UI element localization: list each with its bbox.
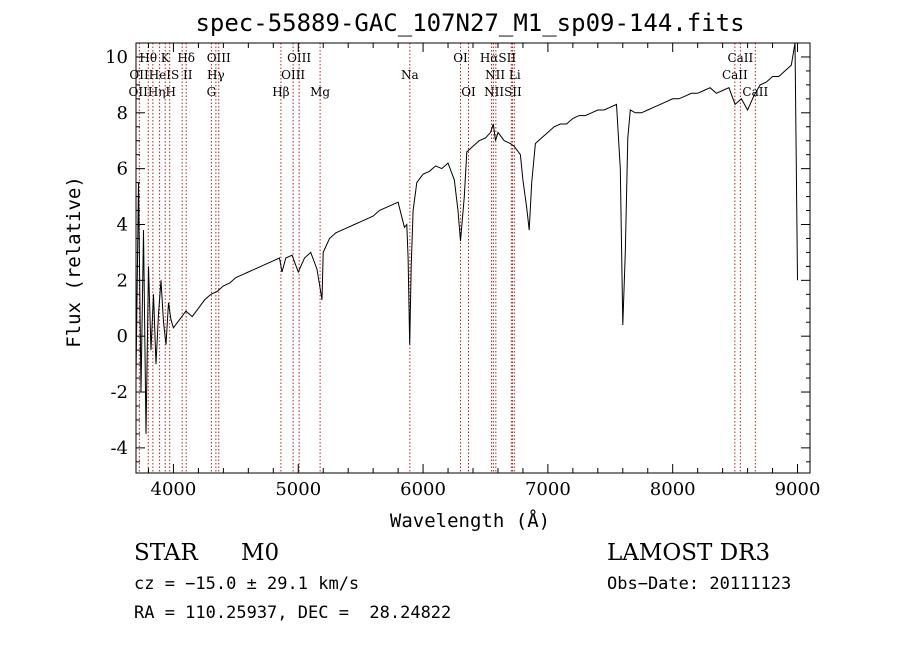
marker-label: Mg bbox=[310, 85, 330, 99]
y-tick-label: -4 bbox=[110, 438, 128, 459]
marker-label: CaII bbox=[727, 51, 753, 65]
marker-label: Hδ bbox=[177, 51, 195, 65]
x-tick-label: 4000 bbox=[151, 479, 197, 500]
x-tick-label: 6000 bbox=[400, 479, 446, 500]
spectrum-series bbox=[135, 42, 798, 434]
y-tick-label: 0 bbox=[117, 326, 128, 347]
y-tick-label: -2 bbox=[110, 382, 128, 403]
y-tick-label: 2 bbox=[117, 270, 128, 291]
coordinates: RA = 110.25937, DEC = 28.24822 bbox=[134, 603, 452, 623]
redshift-cz: cz = −15.0 ± 29.1 km/s bbox=[134, 574, 360, 594]
chart-title: spec-55889-GAC_107N27_M1_sp09-144.fits bbox=[195, 9, 745, 37]
marker-label: OI bbox=[453, 51, 468, 65]
y-axis-label: Flux (relative) bbox=[63, 176, 85, 348]
x-tick-label: 8000 bbox=[650, 479, 696, 500]
line-marker-labels: Hθ K Hδ OIII OIII OI HαSII CaII OIIHeIS II Hγ OIII… bbox=[129, 51, 769, 99]
marker-label: CaII bbox=[722, 68, 748, 82]
marker-label: OIII bbox=[287, 51, 311, 65]
y-tick-label: 10 bbox=[105, 47, 128, 68]
y-tick-label: 6 bbox=[117, 159, 128, 180]
y-tick-label: 8 bbox=[117, 103, 128, 124]
survey-name: LAMOST DR3 bbox=[607, 540, 771, 566]
emission-line-markers bbox=[138, 43, 756, 473]
marker-label: NII Li bbox=[485, 68, 521, 82]
marker-label: G bbox=[207, 85, 217, 99]
axis-ticks: 4000 5000 6000 7000 8000 9000 -4 -2 0 2 4 6 8 10 bbox=[105, 42, 821, 500]
marker-label: OIIHeIS II bbox=[129, 68, 192, 82]
marker-label: OIII bbox=[207, 51, 231, 65]
marker-label: CaII bbox=[742, 85, 768, 99]
marker-label: HαSII bbox=[480, 51, 517, 65]
spectrum-line bbox=[135, 42, 798, 434]
marker-label: OIIHηH bbox=[129, 85, 176, 99]
marker-label: Hγ bbox=[207, 68, 225, 82]
plot-frame bbox=[135, 42, 811, 474]
x-tick-label: 7000 bbox=[525, 479, 571, 500]
marker-label: Hβ bbox=[272, 85, 289, 99]
x-axis-label: Wavelength (Å) bbox=[389, 510, 551, 532]
marker-label: OIII bbox=[281, 68, 305, 82]
marker-label: Na bbox=[401, 68, 419, 82]
x-tick-label: 5000 bbox=[275, 479, 321, 500]
object-class: STAR bbox=[134, 540, 198, 566]
x-tick-label: 9000 bbox=[775, 479, 821, 500]
marker-label: K bbox=[161, 51, 171, 65]
y-tick-label: 4 bbox=[117, 214, 128, 235]
observation-date: Obs−Date: 20111123 bbox=[607, 574, 792, 594]
object-subclass: M0 bbox=[241, 540, 280, 566]
marker-label: NIISII bbox=[484, 85, 522, 99]
marker-label: OI bbox=[461, 85, 476, 99]
marker-label: Hθ bbox=[139, 51, 157, 65]
